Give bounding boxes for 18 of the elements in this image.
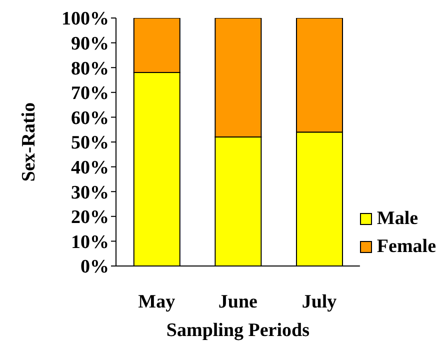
y-tick-label: 40% (71, 158, 109, 179)
x-tick-label: May (138, 291, 176, 312)
y-tick-label: 80% (71, 58, 109, 80)
legend-label: Male (376, 208, 418, 230)
y-axis-title: Sex-Ratio (18, 102, 40, 182)
x-axis-title: Sampling Periods (166, 320, 310, 341)
x-tick-label: June (218, 291, 258, 312)
y-tick-label: 70% (71, 83, 109, 104)
y-tick-label: 20% (71, 207, 109, 228)
legend-label: Female (376, 236, 436, 258)
y-tick-label: 100% (62, 8, 109, 30)
y-tick-label: 60% (71, 108, 109, 129)
y-tick-label: 50% (71, 132, 109, 154)
y-tick-label: 0% (80, 256, 109, 278)
x-tick-label: July (302, 291, 338, 312)
y-tick-label: 10% (71, 232, 109, 253)
y-tick-label: 30% (71, 182, 109, 204)
y-tick-label: 90% (71, 34, 109, 55)
